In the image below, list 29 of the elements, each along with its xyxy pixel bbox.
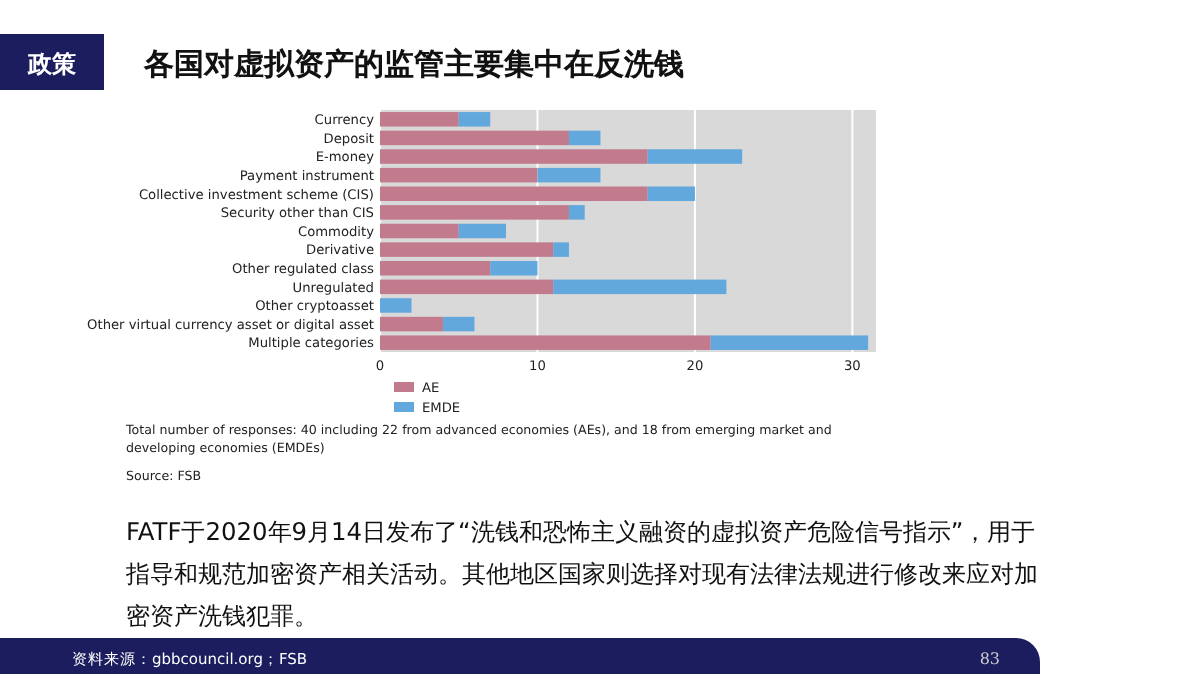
chart-title: 各国对虚拟资产的监管主要集中在反洗钱 — [142, 46, 684, 82]
bar — [380, 335, 711, 350]
bar — [458, 112, 491, 127]
bar — [380, 279, 554, 295]
bar — [568, 130, 601, 146]
bar — [380, 149, 648, 164]
bar — [537, 167, 601, 183]
bar — [380, 223, 459, 239]
bar — [380, 205, 569, 220]
text: 政策 — [26, 50, 78, 78]
bar — [568, 205, 585, 220]
bar — [380, 167, 538, 183]
bar — [442, 316, 475, 332]
bar — [710, 335, 869, 350]
bar — [380, 242, 554, 257]
text: FATF于2020年9月14日发布了“洗钱和恐怖主义融资的虚拟资产危险信号指示”，用于指导和规范加密资产相关活动。其他地区国家则选择对现有法律法规进行修改来应对加密资产洗钱犯罪。 — [126, 516, 1040, 634]
bar — [553, 279, 727, 295]
bar — [647, 149, 743, 164]
bar — [380, 130, 569, 146]
bar — [647, 186, 695, 202]
text: 83 — [979, 650, 1000, 668]
bar — [380, 112, 459, 127]
bar — [380, 186, 648, 202]
bar — [490, 260, 538, 276]
bar — [380, 260, 491, 276]
bar — [380, 316, 443, 332]
bar — [553, 242, 569, 257]
bar — [458, 223, 506, 239]
bar — [380, 298, 412, 313]
